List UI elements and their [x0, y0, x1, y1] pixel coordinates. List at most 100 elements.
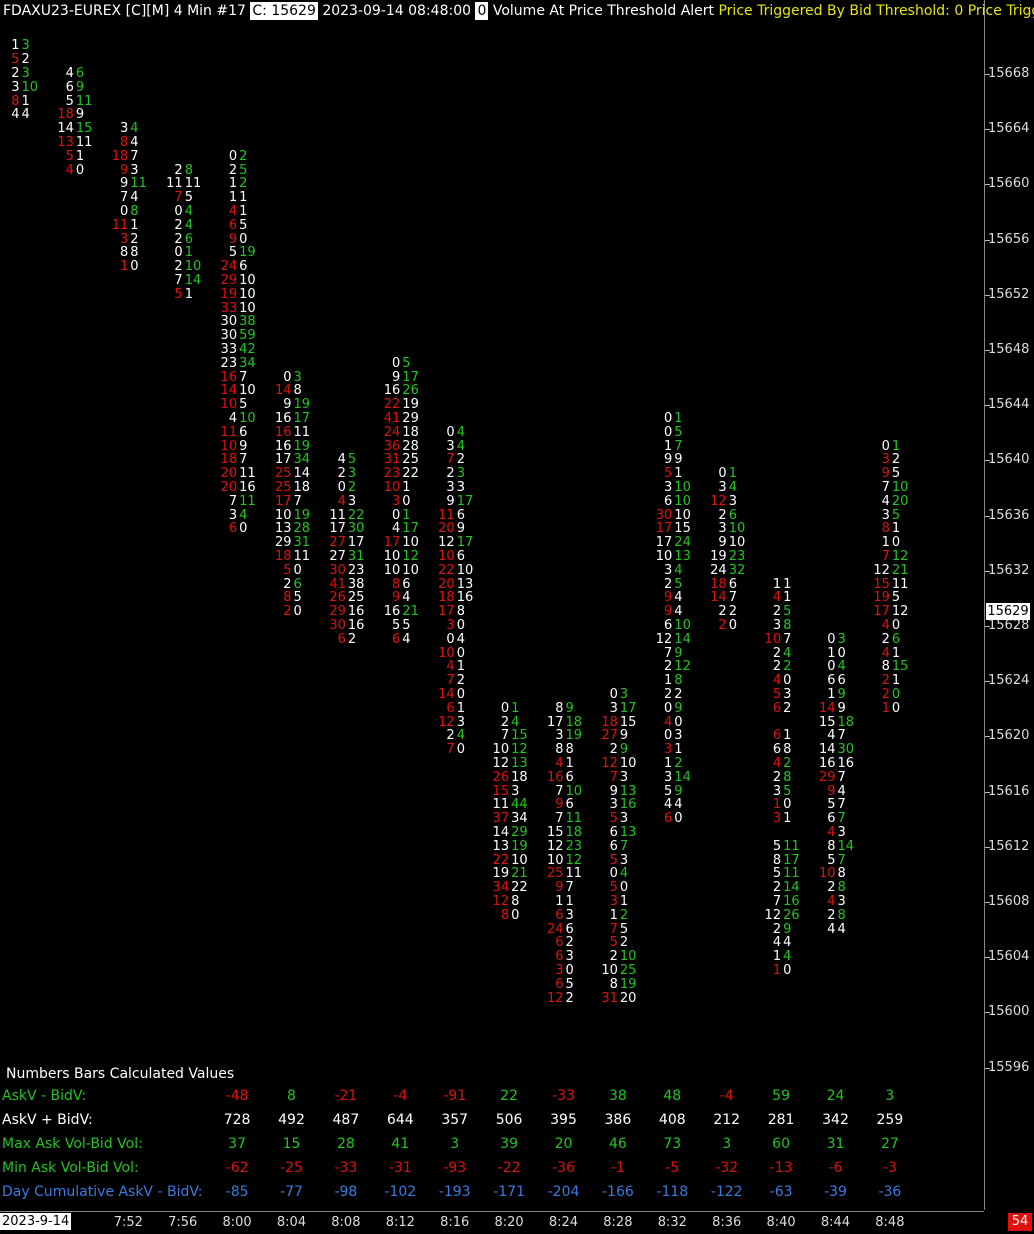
stats-value: 644 — [386, 1112, 414, 1128]
ask-volume-cell: 19 — [511, 838, 528, 854]
ask-volume-cell: 2 — [783, 700, 792, 716]
ask-volume-cell: 59 — [239, 328, 256, 344]
price-tick-label: 15604 — [988, 949, 1030, 965]
bid-volume-cell: 24 — [220, 259, 238, 275]
bid-volume-cell: 1 — [827, 687, 836, 702]
bid-volume-cell: 4 — [881, 493, 890, 509]
bid-volume-cell: 4 — [881, 618, 890, 633]
ask-volume-cell: 1 — [674, 466, 683, 482]
bid-volume-cell: 14 — [492, 825, 510, 840]
ask-volume-cell: 4 — [783, 949, 792, 965]
ask-volume-cell: 1 — [565, 894, 574, 909]
ask-volume-cell: 0 — [728, 618, 737, 633]
ask-volume-cell: 7 — [130, 148, 139, 164]
study-name: Volume At Price Threshold Alert — [492, 3, 715, 19]
ask-volume-cell: 1 — [402, 480, 411, 495]
ask-volume-cell: 7 — [837, 852, 846, 868]
price-axis[interactable]: 15668 15664 15660 15656 15652 15648 15644 15640… — [985, 0, 1034, 1210]
stats-value: 28 — [336, 1136, 355, 1152]
ask-volume-cell: 0 — [674, 811, 683, 827]
bid-volume-cell: 8 — [392, 576, 401, 592]
ask-volume-cell: 19 — [293, 397, 311, 413]
ask-volume-cell: 25 — [347, 590, 365, 606]
bid-volume-cell: 8 — [555, 700, 564, 716]
ask-volume-cell: 16 — [619, 797, 637, 813]
ask-volume-cell: 7 — [619, 838, 629, 854]
bid-volume-cell: 0 — [609, 687, 618, 702]
bid-volume-cell: 10 — [383, 480, 401, 495]
ask-volume-cell: 10 — [565, 783, 583, 799]
ask-volume-cell: 0 — [619, 880, 629, 896]
bid-volume-cell: 5 — [827, 852, 836, 868]
ask-volume-cell: 19 — [402, 397, 419, 413]
ask-volume-cell: 4 — [674, 604, 683, 620]
bid-volume-cell: 10 — [220, 397, 238, 413]
ask-volume-cell: 6 — [565, 797, 574, 813]
bid-volume-cell: 6 — [664, 493, 673, 509]
bid-volume-cell: 2 — [174, 259, 183, 275]
bid-volume-cell: 4 — [772, 673, 782, 689]
bid-volume-cell: 7 — [555, 783, 564, 799]
ask-volume-cell: 9 — [674, 452, 683, 468]
price-tick-label: 15664 — [988, 121, 1030, 137]
bid-volume-cell: 2 — [609, 949, 618, 965]
stats-value: -102 — [384, 1184, 417, 1200]
ask-volume-cell: 11 — [891, 576, 909, 592]
bid-volume-cell: 0 — [664, 728, 673, 744]
bid-volume-cell: 3 — [446, 618, 455, 633]
bid-volume-cell: 5 — [772, 838, 782, 854]
ask-volume-cell: 7 — [674, 438, 683, 454]
ask-volume-cell: 1 — [565, 756, 574, 771]
bid-volume-cell: 3 — [718, 521, 727, 537]
ask-volume-cell: 3 — [456, 480, 465, 495]
price-tick — [985, 515, 990, 517]
ask-volume-cell: 1 — [783, 590, 792, 606]
bid-volume-cell: 4 — [446, 659, 455, 675]
ask-volume-cell: 29 — [511, 825, 528, 840]
price-tick — [985, 681, 990, 683]
time-axis[interactable]: 7:52 7:56 8:00 8:04 8:08 8:12 8:16 8:20 8:24 8:28… — [0, 1211, 984, 1234]
ask-volume-cell: 10 — [674, 618, 691, 633]
stats-value: 492 — [278, 1112, 305, 1128]
bid-volume-cell: 13 — [274, 521, 292, 537]
ask-volume-cell: 10 — [239, 411, 256, 426]
price-tick — [985, 1012, 990, 1014]
bid-volume-cell: 2 — [446, 728, 455, 744]
ask-volume-cell: 4 — [130, 135, 139, 150]
bid-volume-cell: 12 — [655, 631, 673, 647]
ask-volume-cell: 10 — [184, 259, 202, 275]
bid-volume-cell: 11 — [438, 507, 455, 523]
bid-volume-cell: 5 — [609, 811, 618, 827]
bid-volume-cell: 0 — [827, 659, 836, 675]
bid-volume-cell: 2 — [827, 907, 836, 923]
ask-volume-cell: 21 — [402, 604, 419, 620]
bid-volume-cell: 12 — [764, 907, 782, 923]
bid-volume-cell: 7 — [446, 673, 455, 689]
ask-volume-cell: 4 — [511, 714, 520, 730]
bid-volume-cell: 1 — [827, 645, 836, 661]
ask-volume-cell: 9 — [674, 700, 683, 716]
bid-volume-cell: 6 — [392, 631, 401, 647]
ask-volume-cell: 11 — [239, 493, 256, 509]
ask-volume-cell: 6 — [728, 507, 737, 523]
bid-volume-cell: 26 — [329, 590, 346, 606]
bid-volume-cell: 6 — [337, 631, 346, 647]
stats-row-label: Min Ask Vol-Bid Vol: — [2, 1160, 139, 1176]
ask-volume-cell: 12 — [891, 549, 909, 564]
price-tick — [985, 184, 990, 186]
bid-volume-cell: 26 — [492, 769, 510, 785]
bid-volume-cell: 2 — [446, 466, 455, 482]
stats-row-label: Max Ask Vol-Bid Vol: — [2, 1136, 143, 1152]
price-tick — [985, 239, 990, 241]
ask-volume-cell: 1 — [21, 93, 30, 109]
ask-volume-cell: 18 — [837, 714, 855, 730]
bid-volume-cell: 10 — [383, 549, 401, 564]
ask-volume-cell: 32 — [728, 562, 746, 578]
time-tick-label: 8:36 — [712, 1215, 742, 1230]
ask-volume-cell: 5 — [402, 355, 411, 371]
ask-volume-cell: 0 — [783, 797, 792, 813]
bid-volume-cell: 5 — [609, 880, 618, 896]
time-tick-label: 8:08 — [331, 1215, 361, 1230]
ask-volume-cell: 2 — [130, 231, 139, 247]
